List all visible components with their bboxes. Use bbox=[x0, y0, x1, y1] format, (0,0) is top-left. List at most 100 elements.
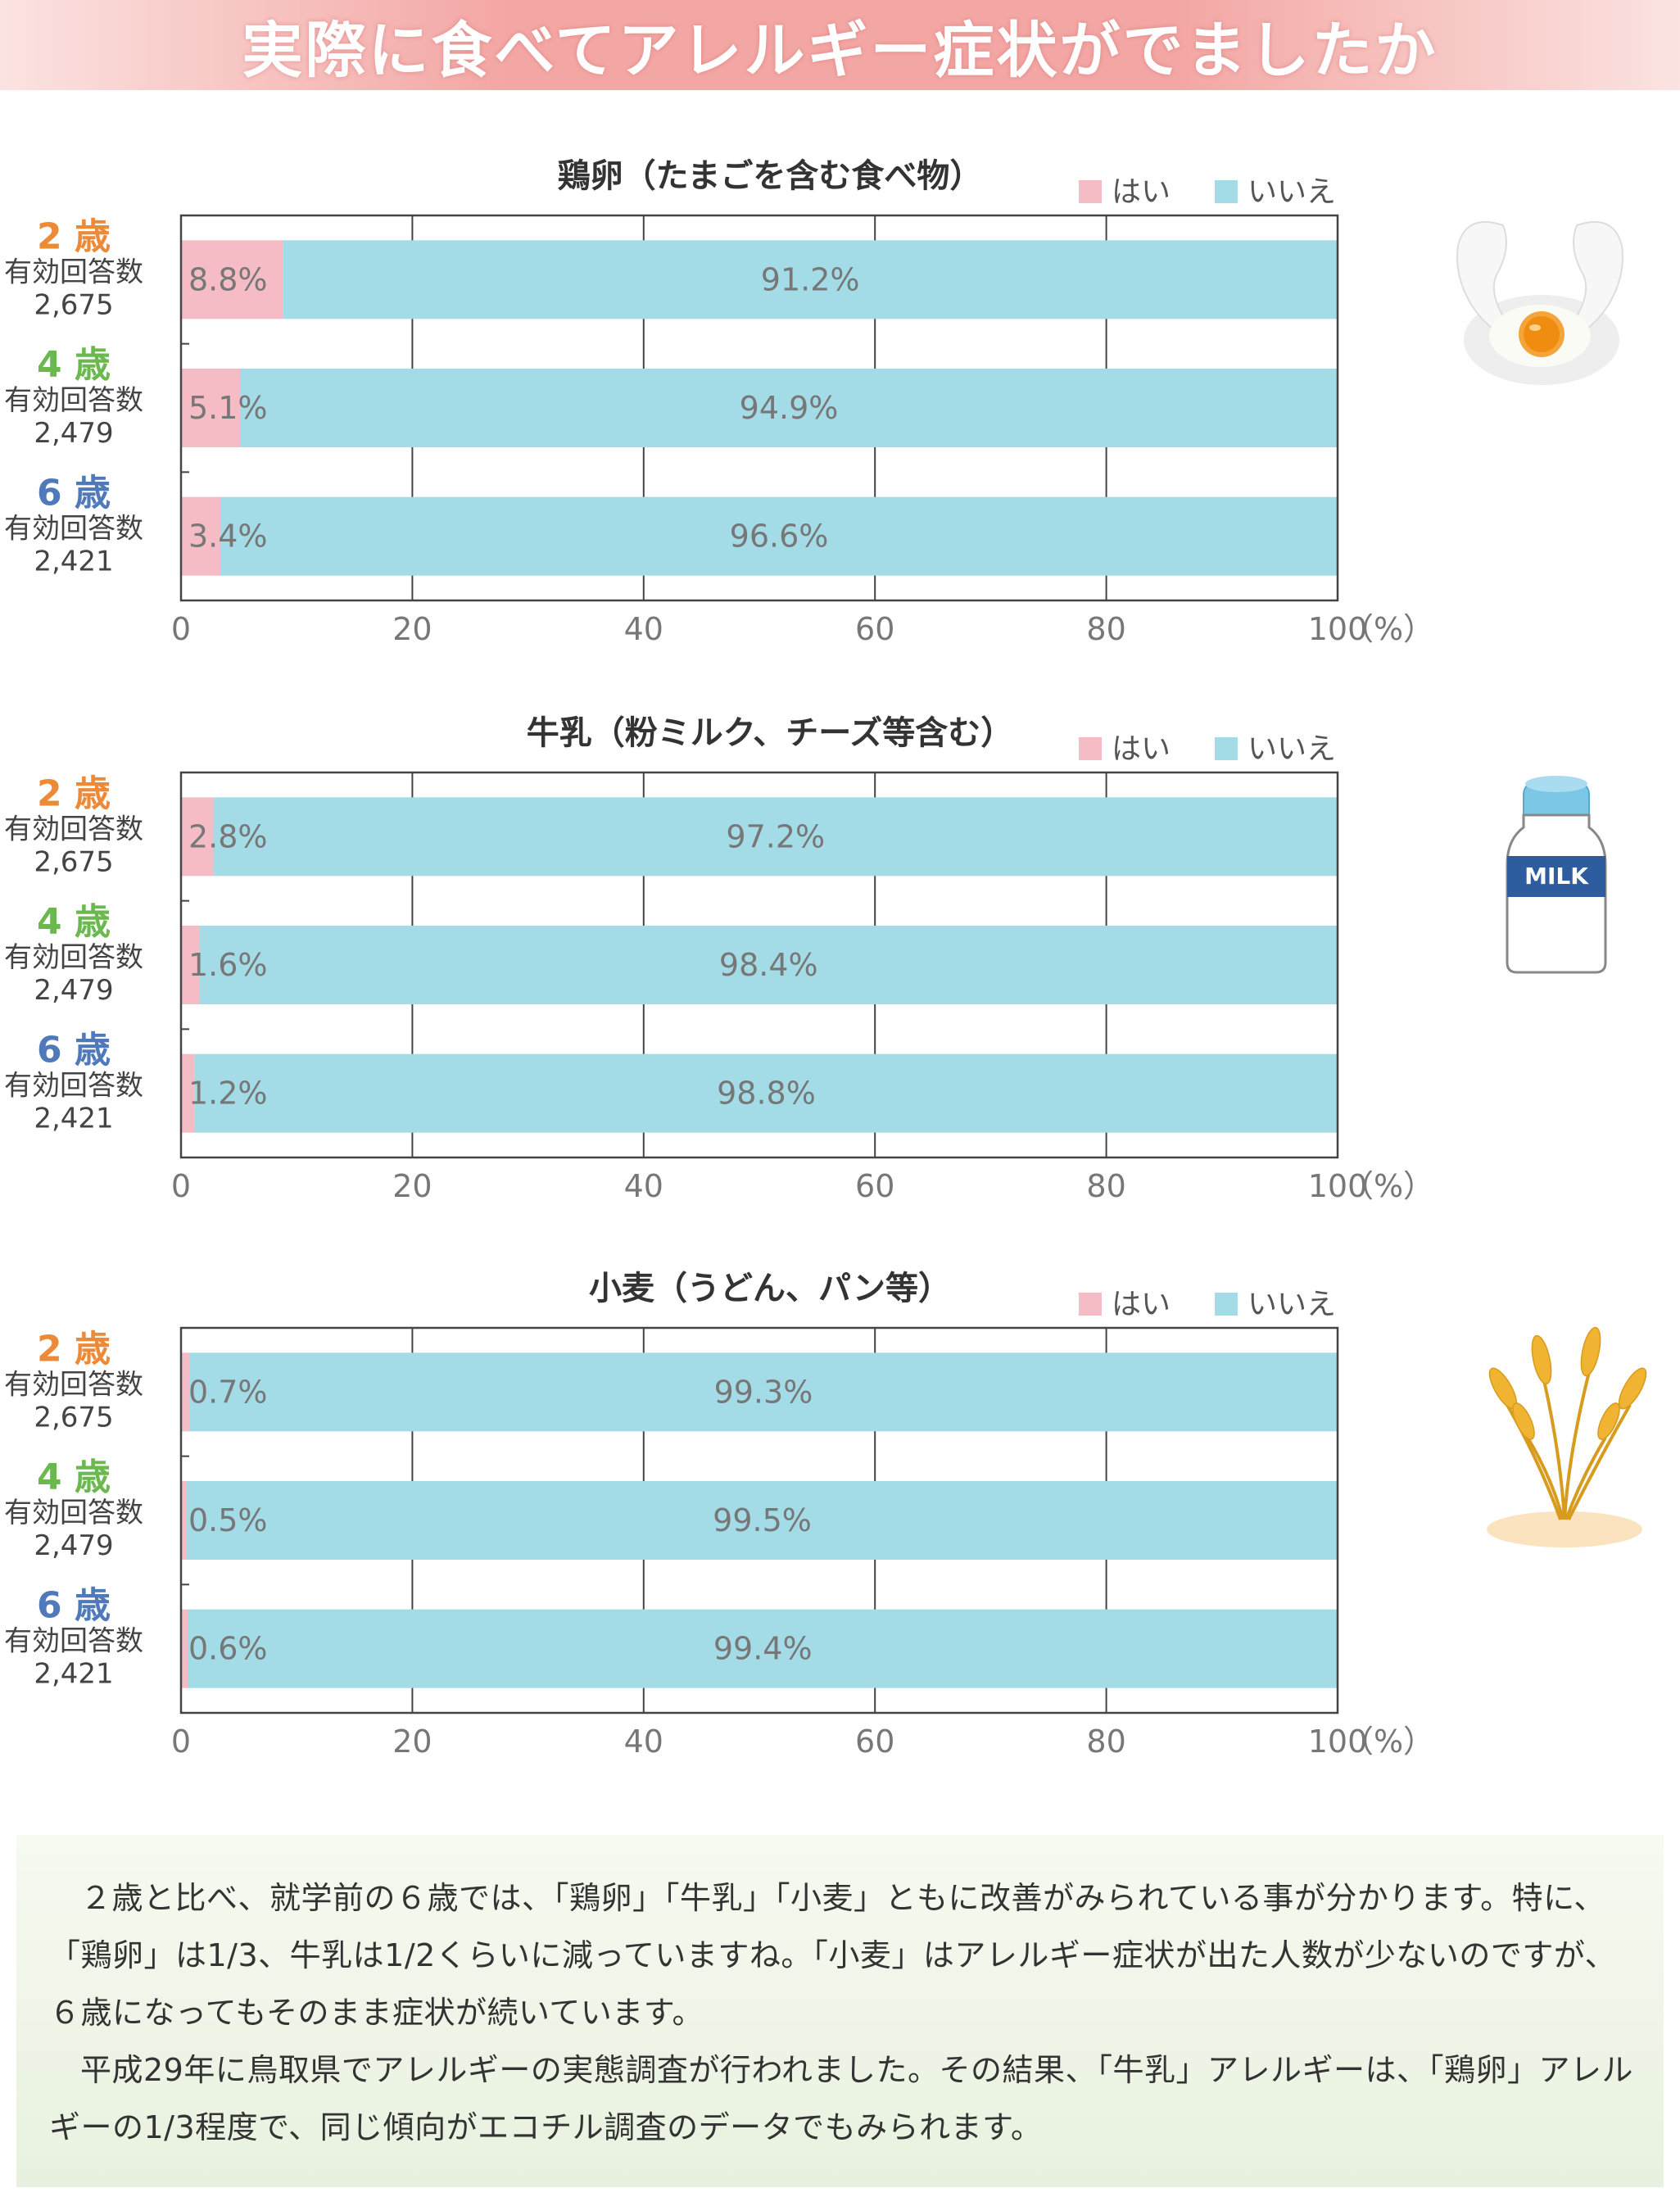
x-tick-label: 100 bbox=[1308, 1724, 1368, 1760]
category-label: 有効回答数 bbox=[4, 1497, 143, 1529]
category-count: 2,479 bbox=[34, 1529, 113, 1562]
chart-title: 小麦（うどん、パン等） bbox=[589, 1270, 951, 1307]
legend-swatch-yes bbox=[1079, 1293, 1102, 1316]
category-label: 有効回答数 bbox=[4, 1070, 143, 1103]
bar-no bbox=[187, 1481, 1338, 1560]
category-label: 有効回答数 bbox=[4, 941, 143, 974]
data-label-yes: 0.6% bbox=[188, 1631, 268, 1667]
bar-no bbox=[240, 369, 1338, 447]
bar-yes bbox=[181, 797, 214, 877]
legend-swatch-yes bbox=[1079, 180, 1102, 203]
bar-yes bbox=[181, 496, 221, 576]
category-age: 4 歳 bbox=[37, 1456, 111, 1498]
bar-yes bbox=[181, 1481, 188, 1560]
x-tick-label: 40 bbox=[624, 1168, 663, 1204]
milk-bottle-icon: MILK bbox=[1506, 776, 1607, 974]
x-tick-label: 0 bbox=[171, 1724, 191, 1760]
page-title: 実際に食べてアレルギー症状がでましたか bbox=[242, 15, 1438, 86]
data-label-no: 97.2% bbox=[726, 818, 825, 854]
wheat-icon bbox=[1487, 1326, 1647, 1547]
bar-no bbox=[194, 1053, 1338, 1133]
category-label: 有効回答数 bbox=[4, 384, 143, 417]
x-tick-label: 80 bbox=[1086, 1168, 1125, 1204]
page-header: 実際に食べてアレルギー症状がでましたか bbox=[0, 0, 1680, 90]
bar-yes bbox=[181, 1609, 188, 1688]
plot-frame bbox=[179, 771, 1339, 1159]
data-label-no: 98.4% bbox=[719, 947, 818, 983]
egg-icon bbox=[1456, 221, 1623, 385]
x-tick-label: 0 bbox=[171, 1168, 191, 1204]
x-tick-label: 20 bbox=[392, 611, 432, 647]
data-label-yes: 8.8% bbox=[188, 261, 268, 297]
bar-no bbox=[188, 1352, 1338, 1432]
plot-frame bbox=[179, 1326, 1339, 1715]
chart-title: 鶏卵（たまごを含む食べ物） bbox=[558, 157, 983, 195]
category-count: 2,675 bbox=[34, 1401, 113, 1434]
bar-no bbox=[220, 496, 1338, 576]
category-age: 2 歳 bbox=[37, 772, 111, 814]
data-label-yes: 2.8% bbox=[188, 818, 268, 854]
x-tick-label: 100 bbox=[1308, 1168, 1368, 1204]
x-axis-unit: （%） bbox=[1343, 1724, 1434, 1760]
category-age: 6 歳 bbox=[37, 473, 111, 514]
data-label-yes: 0.7% bbox=[188, 1374, 268, 1410]
x-axis-unit: （%） bbox=[1343, 1168, 1434, 1204]
x-tick-label: 80 bbox=[1086, 1724, 1125, 1760]
legend-swatch-no bbox=[1215, 180, 1238, 203]
data-label-yes: 3.4% bbox=[188, 519, 268, 555]
x-tick-label: 40 bbox=[624, 1724, 663, 1760]
category-count: 2,421 bbox=[34, 1103, 113, 1135]
legend-label-yes: はい bbox=[1112, 1288, 1171, 1321]
data-label-no: 98.8% bbox=[717, 1076, 816, 1112]
category-age: 4 歳 bbox=[37, 344, 111, 386]
category-label: 有効回答数 bbox=[4, 1368, 143, 1401]
legend-label-no: いいえ bbox=[1248, 175, 1336, 209]
bar-yes bbox=[181, 369, 241, 447]
category-label: 有効回答数 bbox=[4, 256, 143, 288]
legend-label-yes: はい bbox=[1112, 732, 1171, 766]
data-label-no: 91.2% bbox=[761, 261, 860, 297]
category-count: 2,479 bbox=[34, 417, 113, 450]
data-label-yes: 0.5% bbox=[188, 1502, 268, 1538]
x-tick-label: 60 bbox=[855, 1168, 894, 1204]
x-tick-label: 100 bbox=[1308, 611, 1368, 647]
legend-swatch-yes bbox=[1079, 737, 1102, 760]
category-age: 6 歳 bbox=[37, 1585, 111, 1627]
x-axis-unit: （%） bbox=[1343, 611, 1434, 647]
category-count: 2,421 bbox=[34, 1658, 113, 1691]
category-age: 2 歳 bbox=[37, 215, 111, 257]
legend-label-no: いいえ bbox=[1248, 1288, 1336, 1321]
milk-label: MILK bbox=[1524, 863, 1589, 890]
category-age: 4 歳 bbox=[37, 901, 111, 943]
category-count: 2,675 bbox=[34, 288, 113, 321]
category-count: 2,479 bbox=[34, 974, 113, 1007]
legend-swatch-no bbox=[1215, 737, 1238, 760]
data-label-no: 94.9% bbox=[740, 390, 839, 426]
x-tick-label: 20 bbox=[392, 1724, 432, 1760]
bar-no bbox=[188, 1609, 1338, 1688]
x-tick-label: 60 bbox=[855, 611, 894, 647]
x-tick-label: 20 bbox=[392, 1168, 432, 1204]
legend-label-yes: はい bbox=[1112, 175, 1171, 209]
summary-paragraph-2: 平成29年に鳥取県でアレルギーの実態調査が行われました。その結果、「牛乳」アレル… bbox=[49, 2052, 1633, 2145]
bar-no bbox=[199, 926, 1338, 1004]
category-label: 有効回答数 bbox=[4, 513, 143, 546]
bar-yes bbox=[181, 926, 200, 1004]
data-label-yes: 1.2% bbox=[188, 1076, 268, 1112]
data-label-no: 99.5% bbox=[713, 1502, 812, 1538]
legend-swatch-no bbox=[1215, 1293, 1238, 1316]
x-tick-label: 80 bbox=[1086, 611, 1125, 647]
data-label-yes: 5.1% bbox=[188, 390, 268, 426]
legend-label-no: いいえ bbox=[1248, 732, 1336, 766]
bar-no bbox=[213, 797, 1338, 877]
x-tick-label: 60 bbox=[855, 1724, 894, 1760]
category-label: 有効回答数 bbox=[4, 813, 143, 845]
category-label: 有効回答数 bbox=[4, 1625, 143, 1658]
category-count: 2,675 bbox=[34, 845, 113, 878]
plot-frame bbox=[179, 214, 1339, 602]
bar-yes bbox=[181, 1053, 195, 1133]
chart-title: 牛乳（粉ミルク、チーズ等含む） bbox=[527, 714, 1013, 752]
